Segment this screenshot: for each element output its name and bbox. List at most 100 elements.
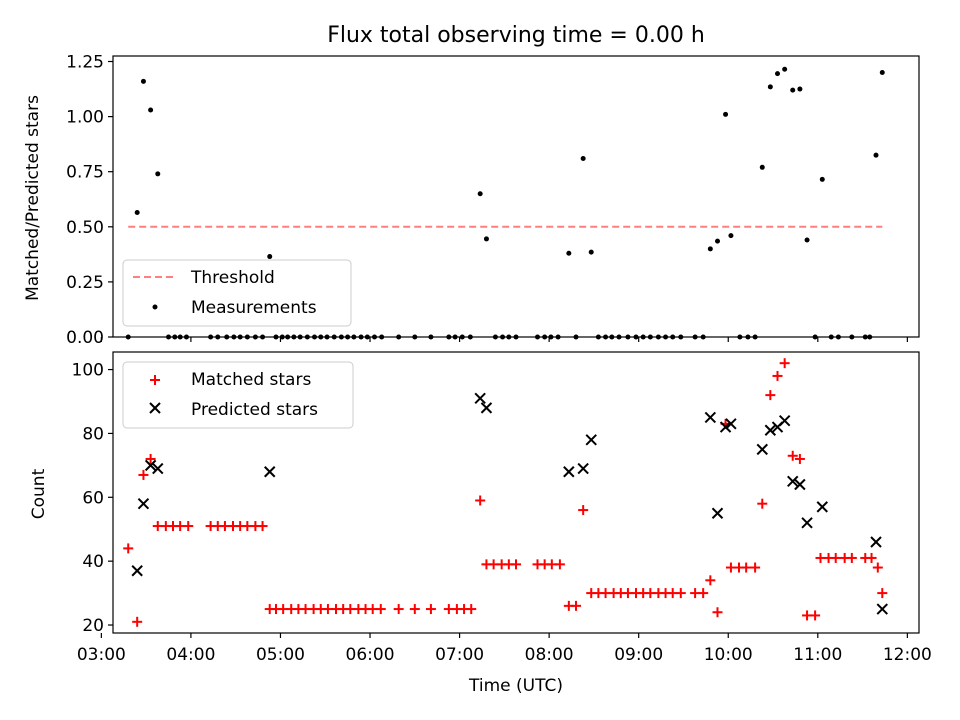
measurement-point (566, 250, 572, 256)
measurement-point (260, 334, 266, 340)
measurement-point (231, 334, 237, 340)
measurement-point (609, 334, 615, 340)
x-tick-label: 03:00 (77, 645, 126, 665)
matched-star-point (757, 498, 768, 509)
matched-star-point (765, 390, 776, 401)
measurement-point (767, 84, 773, 90)
measurement-point (273, 334, 279, 340)
matched-star-point (183, 521, 194, 532)
matched-star-point (810, 610, 821, 621)
measurement-point (483, 236, 489, 242)
measurement-point (324, 334, 330, 340)
measurement-point (759, 164, 765, 170)
matched-star-point (712, 607, 723, 618)
top-y-tick-label: 0.75 (66, 163, 104, 183)
top-legend: Threshold Measurements (122, 259, 352, 327)
chart-title: Flux total observing time = 0.00 h (327, 23, 705, 48)
predicted-star-point (778, 414, 791, 427)
predicted-star-point (764, 424, 777, 436)
measurement-point (542, 334, 548, 340)
matched-star-point (779, 358, 790, 369)
measurement-point (819, 176, 825, 182)
measurement-point (125, 334, 131, 340)
x-tick-label: 05:00 (256, 645, 305, 665)
measurement-point (804, 237, 810, 243)
x-tick-label: 04:00 (166, 645, 215, 665)
predicted-star-point (756, 443, 768, 456)
measurement-point (312, 334, 317, 340)
measurement-point (879, 70, 885, 76)
measurement-point (616, 334, 622, 340)
predicted-star-point (480, 402, 493, 414)
measurement-point (297, 334, 303, 340)
matched-star-point (772, 370, 783, 381)
legend-measurement-label: Measurements (191, 298, 317, 318)
measurement-point (459, 334, 465, 340)
measurement-point (492, 334, 498, 340)
measurement-point (745, 334, 751, 340)
legend-matched-label: Matched stars (191, 370, 311, 390)
measurement-point (580, 155, 586, 161)
measurement-point (534, 334, 540, 340)
predicted-star-point (474, 392, 486, 405)
matched-star-point (409, 604, 420, 615)
measurement-point (737, 334, 743, 340)
measurement-point (364, 334, 370, 340)
measurement-point (700, 334, 706, 340)
measurement-point (548, 334, 554, 340)
measurement-point (555, 334, 561, 340)
x-tick-label: 09:00 (614, 645, 663, 665)
matched-star-point (425, 604, 436, 615)
measurement-point (715, 238, 720, 244)
matched-star-point (846, 552, 857, 563)
legend-threshold-label: Threshold (190, 268, 275, 288)
legend-measurement-swatch (152, 304, 158, 310)
matched-star-point (866, 552, 877, 563)
measurement-point (849, 334, 855, 340)
matched-star-point (705, 575, 716, 586)
measurement-point (670, 334, 676, 340)
measurement-point (752, 334, 758, 340)
bottom-y-tick-label: 80 (82, 424, 104, 444)
matched-star-point (675, 588, 686, 599)
measurement-point (640, 334, 646, 340)
measurement-point (134, 209, 140, 215)
matched-star-point (475, 495, 486, 506)
measurement-point (291, 334, 297, 340)
measurement-point (790, 87, 796, 93)
measurement-point (467, 334, 473, 340)
measurement-point (279, 334, 285, 340)
measurement-point (835, 334, 841, 340)
matched-star-point (511, 559, 521, 570)
predicted-star-point (816, 501, 828, 513)
predicted-star-point (577, 462, 589, 475)
measurement-point (506, 334, 512, 340)
measurement-point (304, 334, 310, 340)
bottom-y-tick-label: 40 (82, 552, 104, 572)
predicted-star-point (725, 418, 737, 430)
legend-predicted-label: Predicted stars (191, 400, 318, 420)
measurement-point (603, 334, 609, 340)
measurement-point (588, 249, 594, 255)
measurement-point (867, 334, 873, 340)
matched-star-point (554, 559, 565, 570)
measurement-point (873, 152, 879, 158)
measurement-point (358, 334, 364, 340)
measurement-point (285, 334, 291, 340)
measurement-point (513, 334, 519, 340)
measurement-point (595, 334, 601, 340)
measurement-point (412, 334, 418, 340)
legend-predicted-swatch (149, 402, 161, 414)
matched-star-point (571, 600, 582, 611)
matched-star-point (750, 562, 761, 573)
predicted-star-point (711, 507, 724, 519)
predicted-star-point (719, 421, 732, 433)
measurement-point (647, 334, 653, 340)
x-tick-label: 06:00 (346, 645, 395, 665)
measurement-point (177, 334, 183, 340)
measurement-point (692, 334, 698, 340)
bottom-legend-box (122, 361, 354, 429)
measurement-point (452, 334, 458, 340)
measurement-point (446, 334, 452, 340)
